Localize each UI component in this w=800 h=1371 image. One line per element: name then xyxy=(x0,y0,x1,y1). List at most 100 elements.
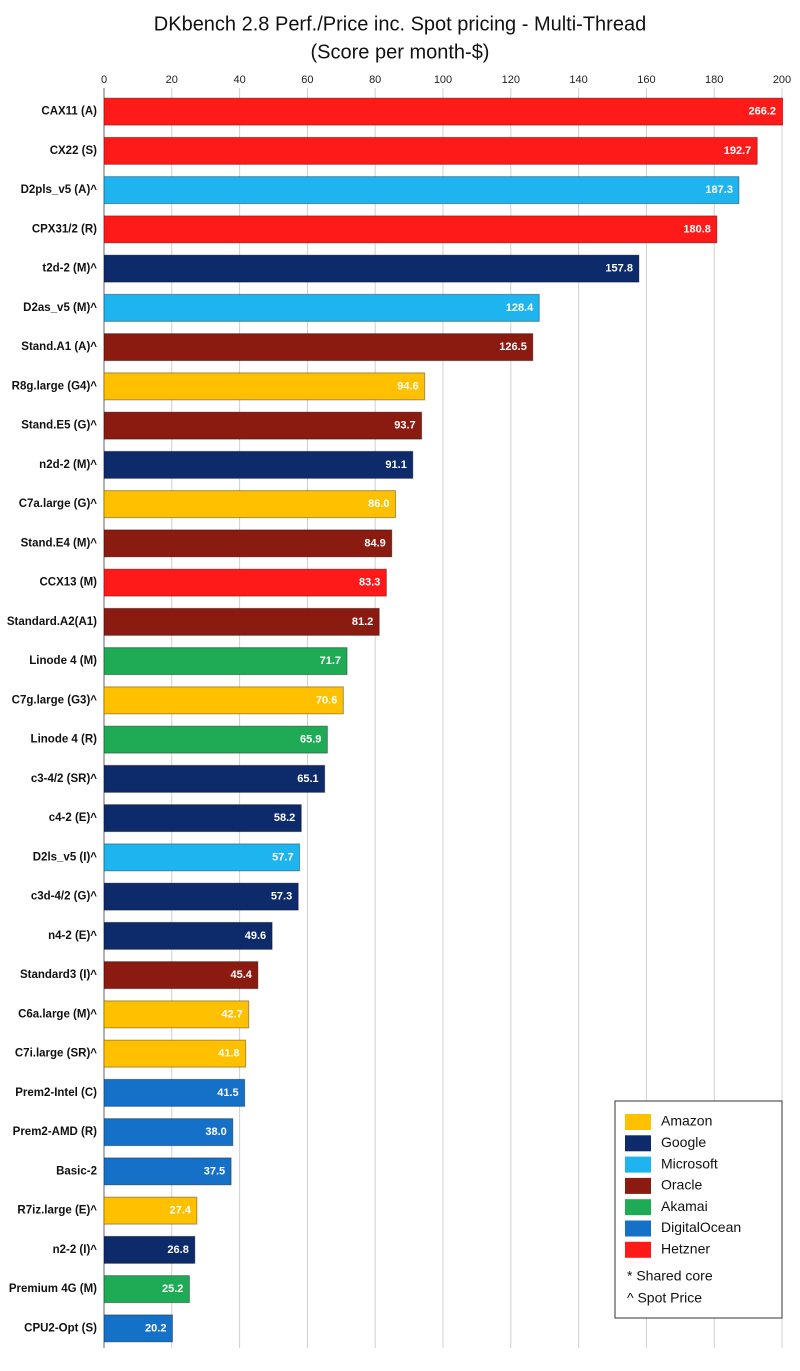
value-label: 58.2 xyxy=(274,812,295,824)
bar xyxy=(104,1314,173,1343)
x-tick-label: 80 xyxy=(369,74,381,86)
legend-label: Microsoft xyxy=(661,1155,718,1171)
y-tick-label: n2-2 (I)^ xyxy=(53,1244,98,1256)
y-tick-label: Stand.A1 (A)^ xyxy=(21,341,97,353)
x-tick-label: 200 xyxy=(773,74,791,86)
value-label: 26.8 xyxy=(167,1244,188,1256)
y-tick-label: CCX13 (M) xyxy=(39,577,97,589)
legend-swatch xyxy=(625,1177,651,1194)
x-tick-label: 20 xyxy=(166,74,178,86)
bar xyxy=(104,686,344,715)
value-label: 65.1 xyxy=(297,773,318,785)
y-tick-label: D2pls_v5 (A)^ xyxy=(21,184,98,196)
y-tick-label: CPU2-Opt (S) xyxy=(24,1322,97,1334)
value-label: 84.9 xyxy=(364,537,385,549)
y-tick-label: Basic-2 xyxy=(56,1165,97,1177)
bar xyxy=(104,1157,232,1186)
x-tick-label: 40 xyxy=(233,74,245,86)
x-tick-label: 0 xyxy=(101,74,107,86)
x-tick-label: 180 xyxy=(705,74,723,86)
value-label: 27.4 xyxy=(169,1205,191,1217)
y-tick-label: Linode 4 (M) xyxy=(29,655,97,667)
value-label: 49.6 xyxy=(245,930,266,942)
bar xyxy=(104,333,534,362)
bar xyxy=(104,764,326,793)
y-tick-label: CAX11 (A) xyxy=(41,106,97,118)
value-label: 187.3 xyxy=(705,184,733,196)
value-label: 94.6 xyxy=(397,380,418,392)
value-label: 180.8 xyxy=(683,223,711,235)
y-tick-label: n4-2 (E)^ xyxy=(48,930,97,942)
y-tick-label: Stand.E5 (G)^ xyxy=(21,420,97,432)
y-tick-label: C7g.large (G3)^ xyxy=(12,694,98,706)
x-tick-label: 120 xyxy=(502,74,520,86)
legend-label: Oracle xyxy=(661,1177,702,1193)
value-label: 71.7 xyxy=(320,655,341,667)
bar xyxy=(104,568,387,597)
bar xyxy=(104,1000,250,1029)
y-tick-label: Prem2-AMD (R) xyxy=(13,1126,98,1138)
y-tick-label: c4-2 (E)^ xyxy=(49,812,98,824)
bar xyxy=(104,843,301,872)
legend-swatch xyxy=(625,1135,651,1152)
value-label: 65.9 xyxy=(300,734,321,746)
legend-swatch xyxy=(625,1199,651,1216)
value-label: 128.4 xyxy=(506,302,534,314)
bar xyxy=(104,647,348,676)
legend-swatch xyxy=(625,1220,651,1237)
chart-subtitle: (Score per month-$) xyxy=(311,41,490,63)
y-tick-label: Premium 4G (M) xyxy=(9,1283,97,1295)
bar xyxy=(104,725,328,754)
value-label: 70.6 xyxy=(316,694,337,706)
value-label: 41.5 xyxy=(217,1087,238,1099)
bar xyxy=(104,1118,234,1147)
bar xyxy=(104,293,540,322)
y-tick-label: C7a.large (G)^ xyxy=(19,498,98,510)
bar xyxy=(104,215,718,244)
chart-title: DKbench 2.8 Perf./Price inc. Spot pricin… xyxy=(154,13,646,35)
value-label: 86.0 xyxy=(368,498,389,510)
legend-label: Hetzner xyxy=(661,1241,710,1257)
value-label: 57.3 xyxy=(271,891,292,903)
legend-label: Amazon xyxy=(661,1113,712,1129)
grid: 0 20 40 60 80 100 120 140 160 180 200 xyxy=(101,74,791,1348)
value-label: 93.7 xyxy=(394,420,415,432)
value-label: 91.1 xyxy=(385,459,406,471)
value-label: 83.3 xyxy=(359,577,380,589)
value-label: 25.2 xyxy=(162,1283,183,1295)
value-label: 126.5 xyxy=(499,341,527,353)
value-label: 37.5 xyxy=(204,1165,225,1177)
bar xyxy=(104,529,393,558)
y-tick-label: Standard.A2(A1) xyxy=(7,616,97,628)
bar xyxy=(104,921,273,950)
bar xyxy=(104,1078,246,1107)
bar xyxy=(104,176,740,205)
value-label: 45.4 xyxy=(230,969,252,981)
bar xyxy=(104,804,302,833)
value-label: 266.2 xyxy=(748,106,776,118)
legend-label: Google xyxy=(661,1134,706,1150)
bar xyxy=(104,607,380,636)
bar xyxy=(104,254,640,283)
y-tick-label: CPX31/2 (R) xyxy=(32,223,97,235)
bar xyxy=(104,1235,196,1264)
bar xyxy=(104,97,783,126)
y-tick-label: n2d-2 (M)^ xyxy=(39,459,97,471)
x-tick-label: 100 xyxy=(434,74,452,86)
value-label: 157.8 xyxy=(605,263,633,275)
bar xyxy=(104,1039,247,1068)
y-tick-label: C6a.large (M)^ xyxy=(18,1008,97,1020)
y-tick-label: C7i.large (SR)^ xyxy=(15,1048,97,1060)
labels: CAX11 (A) CX22 (S) D2pls_v5 (A)^ CPX31/2 (R… xyxy=(7,106,776,1335)
y-tick-label: Standard3 (I)^ xyxy=(20,969,97,981)
legend-swatch xyxy=(625,1156,651,1173)
bars xyxy=(104,97,783,1343)
bar xyxy=(104,450,414,479)
y-tick-label: c3d-4/2 (G)^ xyxy=(31,891,97,903)
bar xyxy=(104,1196,198,1225)
value-label: 41.8 xyxy=(218,1048,239,1060)
bar xyxy=(104,882,299,911)
value-label: 38.0 xyxy=(205,1126,226,1138)
y-tick-label: t2d-2 (M)^ xyxy=(42,263,97,275)
